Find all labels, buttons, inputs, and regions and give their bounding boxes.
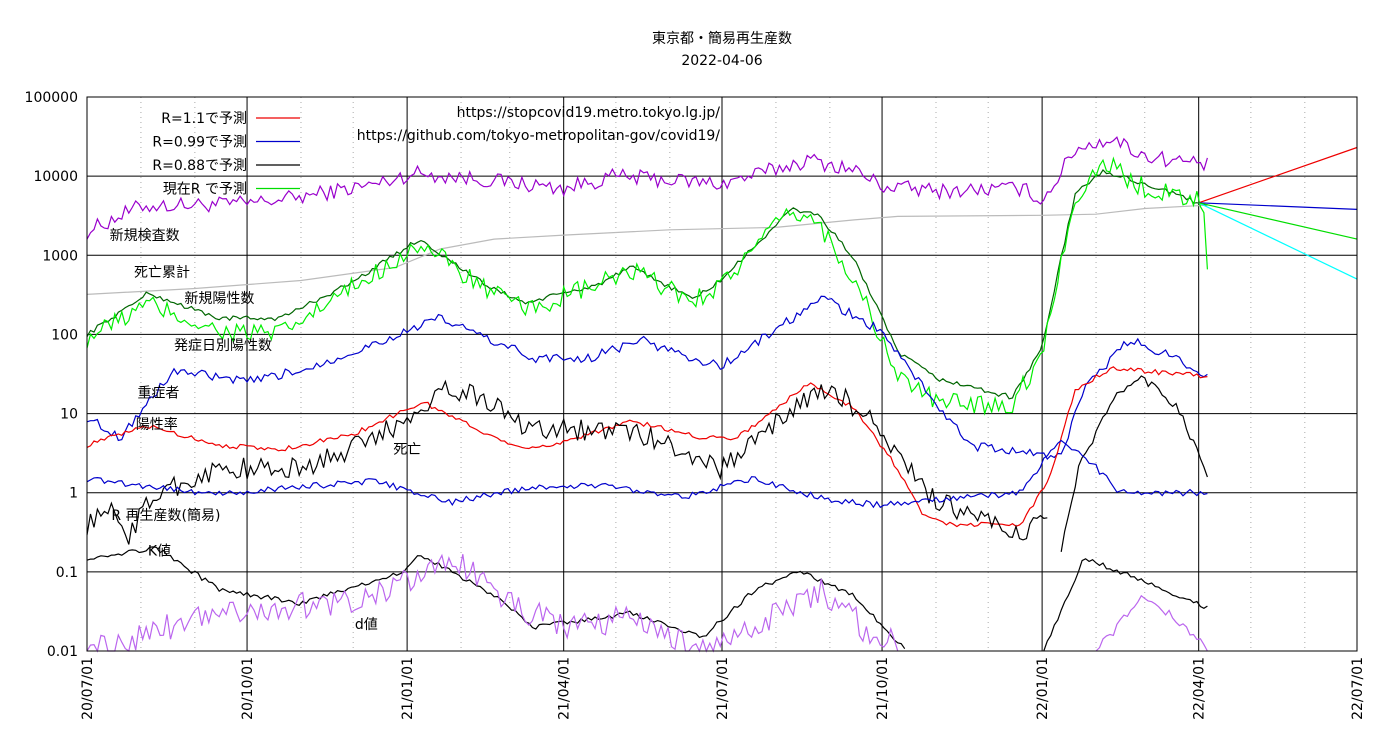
legend-label: 現在R で予測 <box>163 182 247 198</box>
chart-title: 東京都・簡易再生産数 <box>652 31 792 47</box>
series-d_2022 <box>1095 594 1208 652</box>
y-tick-labels: 0.01 0.1 1 10 100 1000 10000 100000 <box>25 90 78 660</box>
series-d <box>86 553 899 653</box>
series-severe <box>86 295 1208 460</box>
chart-subtitle: 2022-04-06 <box>681 53 762 69</box>
series-forecast_R088 <box>1198 202 1358 280</box>
series-K_2022 <box>1043 558 1208 652</box>
series-forecast_current <box>1198 202 1358 240</box>
series-positivity_rate <box>86 366 1208 528</box>
series-R <box>86 439 1208 509</box>
annotation-label: 陽性率 <box>136 416 178 433</box>
plot-frame <box>86 96 1358 652</box>
series-layer <box>86 136 1358 653</box>
y-tick-label: 1 <box>69 486 78 502</box>
x-tick-label: 22/07/01 <box>1350 657 1366 720</box>
annotation-label: 死亡 <box>393 442 421 458</box>
annotation-label: 発症日別陽性数 <box>174 338 272 354</box>
x-tick-label: 22/04/01 <box>1192 657 1208 720</box>
series-forecast_R110 <box>1198 146 1358 204</box>
annotation-label: K値 <box>148 544 171 560</box>
annotation-label: 死亡累計 <box>134 265 190 281</box>
legend-label: R=0.88で予測 <box>152 158 247 174</box>
annotation-label: d値 <box>355 617 378 633</box>
annotation-label: R 再生産数(簡易) <box>111 508 220 524</box>
y-tick-label: 100000 <box>25 90 78 106</box>
series-deaths_cumulative <box>86 204 1208 295</box>
legend-label: R=1.1で予測 <box>161 111 247 127</box>
annotation-label: 新規検査数 <box>110 228 180 244</box>
x-tick-label: 22/01/01 <box>1035 657 1051 720</box>
source-url: https://stopcovid19.metro.tokyo.lg.jp/ <box>457 105 721 121</box>
y-tick-label: 1000 <box>42 248 78 264</box>
legend-label: R=0.99で予測 <box>152 135 247 151</box>
x-tick-label: 21/01/01 <box>400 657 416 720</box>
series-deaths_2022 <box>1060 375 1208 553</box>
x-tick-label: 21/10/01 <box>875 657 891 720</box>
series-forecast_R099 <box>1198 202 1358 210</box>
x-tick-label: 20/07/01 <box>80 657 96 720</box>
y-tick-label: 10000 <box>33 169 78 185</box>
source-url: https://github.com/tokyo-metropolitan-go… <box>357 128 721 144</box>
series-K <box>86 546 906 650</box>
series-tests <box>86 136 1208 240</box>
annotation-label: 重症者 <box>137 385 179 401</box>
y-tick-label: 0.01 <box>47 644 78 660</box>
y-tick-label: 10 <box>60 407 78 423</box>
x-tick-label: 21/07/01 <box>715 657 731 720</box>
series-onset_positive <box>86 156 1208 416</box>
x-tick-label: 20/10/01 <box>240 657 256 720</box>
x-tick-labels: 20/07/01 20/10/01 21/01/01 21/04/01 21/07/01… <box>80 657 1366 720</box>
major-gridlines <box>86 96 1358 652</box>
annotation-label: 新規陽性数 <box>184 291 254 307</box>
y-tick-label: 0.1 <box>56 565 78 581</box>
x-tick-label: 21/04/01 <box>557 657 573 720</box>
series-deaths <box>86 379 1048 545</box>
source-urls: https://stopcovid19.metro.tokyo.lg.jp/ht… <box>357 105 721 144</box>
y-tick-label: 100 <box>51 327 78 343</box>
